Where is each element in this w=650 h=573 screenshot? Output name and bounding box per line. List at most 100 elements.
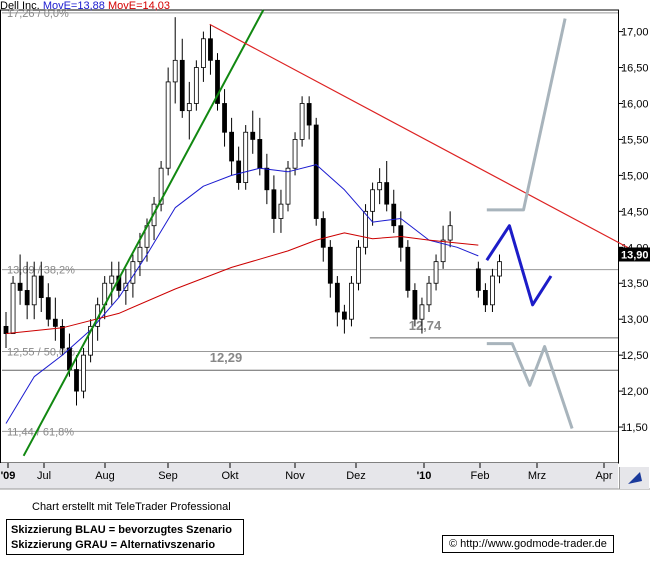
scenario-blue xyxy=(485,224,553,307)
candle-body xyxy=(52,318,58,327)
ma-short-line xyxy=(5,164,479,424)
candle-body xyxy=(24,290,30,306)
website-link[interactable]: © http://www.godmode-trader.de xyxy=(442,535,614,553)
y-tick-label: 16,50 xyxy=(621,63,649,75)
candle-body xyxy=(130,261,136,284)
candle-body xyxy=(109,275,115,284)
note-grey: Skizzierung GRAU = Alternativszenario xyxy=(11,539,216,551)
candle-body xyxy=(229,131,235,162)
candle-body xyxy=(250,131,256,140)
candle-body xyxy=(264,167,270,191)
candle-body xyxy=(200,38,206,68)
candle-body xyxy=(391,203,397,227)
x-tick-label: '10 xyxy=(417,470,432,482)
candle-body xyxy=(257,139,263,169)
x-tick-label: '09 xyxy=(1,470,16,482)
y-tick-label: 15,00 xyxy=(621,170,649,182)
x-tick-label: Okt xyxy=(221,470,238,482)
candle-body xyxy=(370,189,376,212)
candle-body xyxy=(306,103,312,126)
candle-body xyxy=(208,38,213,61)
candle-body xyxy=(377,182,383,191)
candle-body xyxy=(17,282,23,291)
y-tick-label: 12,50 xyxy=(621,350,649,362)
arrow-icon xyxy=(628,472,642,484)
fib-label: 12,55 / 50,0% xyxy=(7,347,75,359)
candle-body xyxy=(193,67,199,104)
candle-body xyxy=(243,131,249,183)
x-tick-label: Sep xyxy=(158,470,178,482)
x-tick-label: Apr xyxy=(595,470,612,482)
candle-body xyxy=(31,275,37,306)
ma-long-label: MovE=14,03 xyxy=(107,0,171,12)
support-label: 12,29 xyxy=(210,350,243,365)
candle-body xyxy=(334,282,340,313)
candle-body xyxy=(222,103,227,133)
candle-body xyxy=(482,290,488,306)
candle-body xyxy=(419,304,425,320)
price-chart: 11,5012,0012,5013,0013,5014,0014,5015,00… xyxy=(0,8,650,490)
candle-body xyxy=(363,210,368,248)
scenario-notes: Skizzierung BLAU = bevorzugtes Szenario … xyxy=(6,519,244,555)
support-label: 12,74 xyxy=(409,318,442,333)
last-price-label: 13,90 xyxy=(621,249,649,261)
candle-body xyxy=(179,59,185,112)
note-blue: Skizzierung BLAU = bevorzugtes Szenario xyxy=(11,524,232,536)
candle-body xyxy=(412,290,418,320)
candle-body xyxy=(271,189,277,219)
candle-body xyxy=(356,246,361,284)
x-tick-label: Mrz xyxy=(528,470,546,482)
candle-body xyxy=(165,81,171,169)
candle-body xyxy=(292,139,298,169)
candle-body xyxy=(475,268,481,291)
chart-legend: Dell Inc. MovE=13,88 MovE=14,03 xyxy=(0,0,170,12)
x-tick-label: Jul xyxy=(37,470,51,482)
x-tick-label: Dez xyxy=(346,470,366,482)
website-url: http://www.godmode-trader.de xyxy=(460,538,607,550)
candle-body xyxy=(45,297,51,320)
candle-body xyxy=(299,103,305,140)
candle-body xyxy=(497,261,502,277)
candle-body xyxy=(426,282,432,306)
candle-body xyxy=(81,354,86,392)
candle-body xyxy=(3,325,9,334)
candle-body xyxy=(88,325,93,356)
candle-body xyxy=(320,218,326,248)
y-tick-label: 13,50 xyxy=(621,278,649,290)
candle-body xyxy=(236,160,242,183)
candle-body xyxy=(278,203,284,219)
candle-body xyxy=(38,275,44,299)
y-tick-label: 16,00 xyxy=(621,98,649,110)
candle-body xyxy=(384,182,390,205)
fib-label: 11,44 / 61,8% xyxy=(7,426,74,438)
y-tick-label: 14,50 xyxy=(621,206,649,218)
x-axis-band xyxy=(0,463,618,489)
candle-body xyxy=(313,124,319,219)
candle-body xyxy=(440,239,446,263)
x-tick-label: Nov xyxy=(285,470,305,482)
candle-body xyxy=(447,225,453,241)
downtrend-line xyxy=(209,23,635,252)
copyright-icon: © xyxy=(449,538,458,550)
candle-body xyxy=(285,167,291,205)
uptrend-line xyxy=(22,9,265,457)
candle-body xyxy=(74,369,79,392)
ma-short-label: MovE=13,88 xyxy=(42,0,105,12)
candle-body xyxy=(433,261,439,284)
candle-body xyxy=(349,282,354,320)
scenario-grey-up xyxy=(486,18,567,212)
candle-body xyxy=(60,325,65,349)
candle-body xyxy=(215,59,220,104)
symbol-label: Dell Inc. xyxy=(0,0,40,12)
x-tick-label: Aug xyxy=(95,470,115,482)
y-tick-label: 13,00 xyxy=(621,314,649,326)
candle-body xyxy=(490,275,495,306)
x-tick-label: Feb xyxy=(471,470,490,482)
candle-body xyxy=(341,311,347,320)
y-tick-label: 17,00 xyxy=(621,27,649,39)
last-price-tag xyxy=(619,247,650,262)
chart-tool-button[interactable] xyxy=(619,467,649,489)
candles xyxy=(3,17,502,406)
candle-body xyxy=(405,246,411,291)
